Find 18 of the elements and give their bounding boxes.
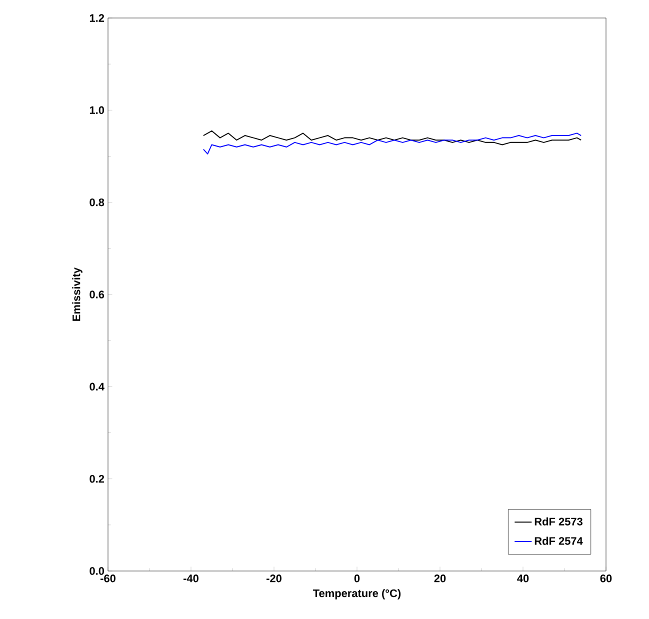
- y-tick-label: 0.8: [90, 198, 104, 206]
- y-tick-label: 0.0: [90, 567, 104, 575]
- y-tick-label: 0.6: [90, 290, 104, 298]
- legend-label: RdF 2573: [534, 517, 582, 526]
- x-axis-title: Temperature (°C): [313, 589, 401, 600]
- legend-label: RdF 2574: [534, 536, 583, 545]
- x-tick-label: 0: [354, 574, 360, 582]
- y-tick-label: 1.0: [90, 106, 104, 114]
- x-tick-label: -40: [184, 574, 198, 582]
- x-tick-label: 20: [434, 574, 446, 582]
- x-tick-label: 40: [517, 574, 529, 582]
- x-tick-label: -60: [100, 574, 116, 582]
- x-tick-label: 60: [600, 574, 612, 582]
- y-tick-label: 0.2: [90, 474, 104, 483]
- y-tick-label: 1.2: [90, 14, 104, 22]
- y-axis-title: Emissivity: [72, 267, 82, 321]
- x-tick-label: -20: [266, 574, 282, 582]
- y-tick-label: 0.4: [90, 382, 104, 391]
